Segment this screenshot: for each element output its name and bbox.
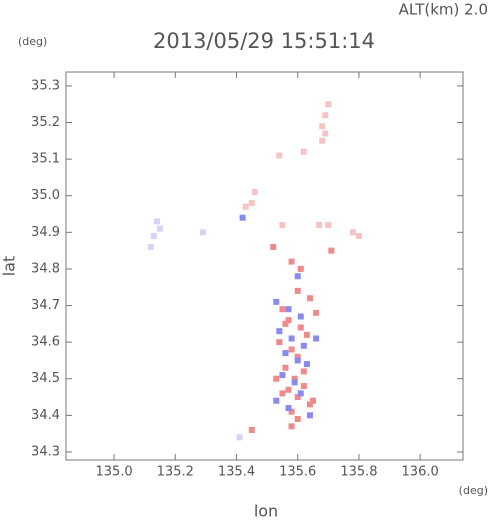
echo-point xyxy=(294,416,301,423)
echo-point xyxy=(306,401,313,408)
y-tick-label: 34.8 xyxy=(31,261,60,276)
echo-point xyxy=(279,390,286,397)
x-tick-label: 135.4 xyxy=(218,465,255,480)
echo-point xyxy=(288,408,295,415)
echo-point xyxy=(291,375,298,382)
echo-point xyxy=(355,232,362,239)
y-tick-label: 34.5 xyxy=(31,371,60,386)
x-unit: (deg) xyxy=(459,484,488,497)
echo-point xyxy=(273,298,280,305)
echo-point xyxy=(288,258,295,265)
y-unit: (deg) xyxy=(18,35,47,48)
echo-point xyxy=(310,397,317,404)
echo-point xyxy=(316,222,323,229)
echo-point xyxy=(147,243,154,250)
echo-point xyxy=(306,295,313,302)
echo-point xyxy=(276,152,283,159)
echo-point xyxy=(279,372,286,379)
y-tick-label: 35.0 xyxy=(31,188,60,203)
echo-point xyxy=(322,112,329,119)
y-tick-label: 34.7 xyxy=(31,298,60,313)
echo-point xyxy=(313,335,320,342)
echo-point xyxy=(273,375,280,382)
echo-point xyxy=(303,331,310,338)
echo-point xyxy=(294,273,301,280)
echo-point xyxy=(300,383,307,390)
echo-point xyxy=(328,247,335,254)
echo-point xyxy=(242,203,249,210)
echo-point xyxy=(303,361,310,368)
echo-point xyxy=(319,123,326,130)
echo-point xyxy=(285,317,292,324)
echo-point xyxy=(325,101,332,108)
echo-point xyxy=(306,412,313,419)
echo-point xyxy=(199,229,206,236)
echo-point xyxy=(300,148,307,155)
echo-point xyxy=(248,200,255,207)
x-tick-label: 135.2 xyxy=(157,465,194,480)
echo-point xyxy=(153,218,160,225)
echo-point xyxy=(294,357,301,364)
echo-point xyxy=(150,232,157,239)
echo-point xyxy=(294,353,301,360)
echo-point xyxy=(282,350,289,357)
echo-point xyxy=(288,346,295,353)
echo-point xyxy=(297,265,304,272)
echo-point xyxy=(319,137,326,144)
echo-point xyxy=(282,364,289,371)
y-axis-label: lat xyxy=(0,256,19,277)
y-tick-label: 34.4 xyxy=(31,408,60,423)
echo-point xyxy=(276,339,283,346)
chart-title: 2013/05/29 15:51:14 xyxy=(153,29,375,53)
echo-point xyxy=(294,394,301,401)
echo-point xyxy=(251,189,258,196)
x-tick-label: 135.8 xyxy=(340,465,377,480)
echo-point xyxy=(349,229,356,236)
echo-point xyxy=(285,306,292,313)
y-tick-label: 34.3 xyxy=(31,444,60,459)
x-tick-label: 136.0 xyxy=(402,465,439,480)
plot-frame xyxy=(65,71,464,461)
y-tick-label: 35.3 xyxy=(31,78,60,93)
echo-point xyxy=(285,386,292,393)
echo-point xyxy=(300,342,307,349)
x-tick-label: 135.0 xyxy=(95,465,132,480)
echo-point xyxy=(300,368,307,375)
x-axis-label: lon xyxy=(254,502,278,521)
y-tick-label: 34.6 xyxy=(31,335,60,350)
subtitle: ALT(km) 2.0 xyxy=(399,1,488,19)
echo-point xyxy=(239,214,246,221)
y-tick-label: 35.2 xyxy=(31,115,60,130)
echo-point xyxy=(236,434,243,441)
echo-point xyxy=(282,320,289,327)
echo-point xyxy=(313,309,320,316)
echo-point xyxy=(285,405,292,412)
echo-point xyxy=(279,306,286,313)
echo-point xyxy=(297,324,304,331)
echo-point xyxy=(156,225,163,232)
echo-point xyxy=(248,426,255,433)
echo-point xyxy=(325,222,332,229)
echo-point xyxy=(322,130,329,137)
y-tick-label: 34.9 xyxy=(31,225,60,240)
y-tick-label: 35.1 xyxy=(31,152,60,167)
echo-point xyxy=(297,313,304,320)
echo-point xyxy=(297,390,304,397)
echo-point xyxy=(279,222,286,229)
x-tick-label: 135.6 xyxy=(279,465,316,480)
echo-point xyxy=(288,335,295,342)
echo-point xyxy=(276,328,283,335)
echo-point xyxy=(273,397,280,404)
echo-point xyxy=(294,287,301,294)
echo-point xyxy=(270,243,277,250)
echo-point xyxy=(288,423,295,430)
echo-point xyxy=(291,379,298,386)
